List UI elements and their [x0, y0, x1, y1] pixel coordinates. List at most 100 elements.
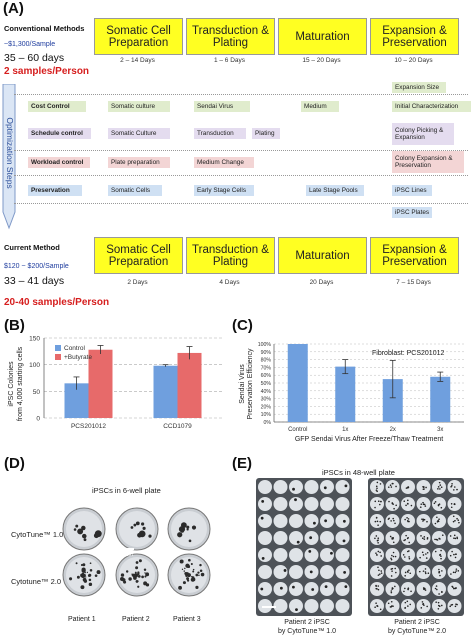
colony-dot — [391, 588, 393, 590]
optimization-arrow — [2, 84, 16, 230]
colony-dot — [324, 519, 328, 523]
colony-dot — [375, 552, 377, 554]
well — [258, 565, 272, 579]
well — [335, 480, 350, 494]
colony-dot — [191, 525, 197, 530]
colony-dot — [377, 541, 379, 544]
colony-dot — [390, 591, 393, 594]
scale-bar-label: 1 cm — [122, 552, 133, 558]
colony-dot — [376, 605, 379, 607]
chip-medium: Medium — [301, 101, 339, 112]
bar-butyrate — [88, 349, 113, 418]
colony-dot — [94, 530, 102, 538]
well — [335, 497, 350, 511]
colony-dot — [434, 501, 437, 503]
chip-sendai-virus: Sendai Virus — [194, 101, 250, 112]
colony-dot — [438, 593, 440, 595]
well — [320, 497, 334, 511]
colony-dot — [323, 486, 327, 490]
colony-dot — [406, 550, 409, 553]
colony-dot — [449, 554, 452, 557]
well-inner — [119, 511, 155, 547]
panel-d-col-1: Patient 1 — [68, 616, 96, 623]
colony-dot — [377, 524, 379, 526]
colony-dot — [88, 582, 93, 587]
chart-b-ylabel-2: from 4,000 starting cells — [17, 346, 24, 421]
colony-dot — [454, 587, 457, 589]
well — [258, 497, 272, 511]
chip-ipsc-lines: iPSC Lines — [392, 185, 432, 196]
colony-dot — [392, 517, 395, 520]
well — [289, 565, 303, 579]
legend-swatch — [55, 354, 61, 360]
y-tick-label: 100 — [29, 362, 40, 369]
colony-dot — [407, 499, 409, 502]
colony-dot — [394, 585, 396, 588]
colony-dot — [407, 486, 410, 489]
colony-dot — [404, 571, 407, 574]
bar — [287, 344, 308, 422]
well — [447, 565, 462, 579]
colony-dot — [388, 500, 390, 503]
colony-dot — [391, 554, 393, 557]
colony-dot — [402, 554, 405, 556]
chip-transduction: Transduction — [194, 128, 246, 139]
colony-dot — [197, 571, 200, 574]
well — [320, 565, 334, 579]
colony-dot — [144, 572, 146, 574]
colony-dot — [186, 528, 189, 531]
chip-colony-expansion: Colony Expansion & Preservation — [392, 151, 464, 173]
well — [370, 497, 384, 511]
colony-dot — [376, 588, 378, 590]
colony-dot — [390, 520, 392, 522]
colony-dot — [376, 481, 379, 484]
colony-dot — [423, 536, 426, 538]
colony-dot — [261, 556, 265, 560]
x-tick-label: PCS201012 — [71, 423, 106, 430]
colony-dot — [419, 506, 422, 508]
well — [304, 548, 319, 562]
colony-dot — [405, 534, 407, 537]
colony-dot — [425, 486, 427, 489]
colony-dot — [148, 534, 152, 538]
colony-dot — [404, 518, 406, 521]
colony-dot — [81, 525, 86, 531]
colony-dot — [390, 600, 393, 603]
colony-dot — [180, 529, 184, 533]
colony-dot — [405, 487, 408, 489]
well — [304, 599, 319, 613]
x-tick-label: 2x — [390, 427, 396, 433]
colony-dot — [451, 482, 453, 485]
chip-early-stage-cells: Early Stage Cells — [194, 185, 254, 196]
stage-top-4-days: 10 – 20 Days — [394, 57, 433, 64]
chart-c-ylabel-2: Preservation Efficiency — [247, 348, 254, 420]
stage-bottom-4: Expansion & Preservation — [370, 237, 459, 274]
colony-dot — [441, 591, 443, 594]
colony-dot — [135, 561, 139, 564]
x-tick-label: CCD1079 — [163, 423, 192, 430]
colony-dot — [438, 537, 440, 540]
well — [335, 565, 350, 579]
colony-dot — [135, 566, 139, 570]
stage-top-3: Maturation — [278, 18, 367, 55]
colony-dot — [434, 550, 437, 553]
stage-bottom-3-days: 20 Days — [309, 279, 334, 286]
well — [416, 565, 431, 579]
colony-dot — [453, 486, 456, 488]
colony-dot — [136, 574, 138, 577]
colony-dot — [375, 517, 378, 519]
colony-dot — [453, 587, 455, 590]
colony-dot — [392, 541, 395, 544]
stage-bottom-4-days: 7 – 15 Days — [396, 279, 431, 286]
colony-dot — [191, 576, 195, 579]
colony-dot — [393, 519, 395, 522]
plate-image — [256, 478, 352, 616]
colony-dot — [377, 585, 380, 587]
colony-dot — [76, 575, 80, 579]
well — [273, 531, 288, 545]
well — [416, 599, 431, 613]
colony-dot — [379, 551, 381, 554]
optimization-label: Optimization Steps — [5, 117, 15, 189]
colony-dot — [88, 578, 92, 582]
colony-dot — [420, 607, 423, 609]
